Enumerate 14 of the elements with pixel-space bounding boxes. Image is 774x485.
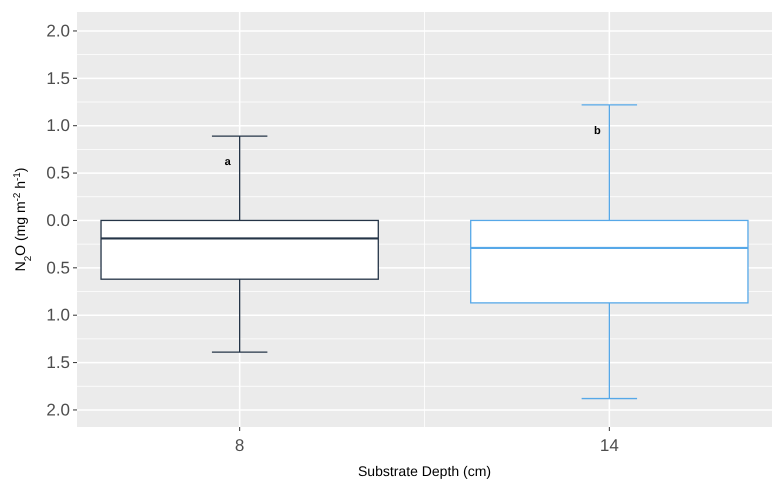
y-tick-label: 0.5: [46, 258, 70, 278]
y-tick-label: 2.0: [46, 21, 70, 40]
y-tick-label: 1.5: [46, 68, 70, 88]
y-tick-label: 1.0: [46, 306, 70, 325]
y-tick-label: 1.5: [46, 353, 70, 372]
x-axis-title: Substrate Depth (cm): [358, 463, 492, 479]
y-tick-label: 0.0: [46, 210, 70, 230]
y-tick-label: 0.5: [46, 164, 70, 183]
annotation: a: [224, 156, 232, 168]
y-tick-label: 1.0: [46, 116, 70, 136]
y-tick-label: 2.0: [46, 400, 70, 420]
annotation: b: [594, 124, 601, 137]
x-tick-label: 14: [600, 436, 619, 455]
x-tick-label: 8: [234, 436, 244, 455]
